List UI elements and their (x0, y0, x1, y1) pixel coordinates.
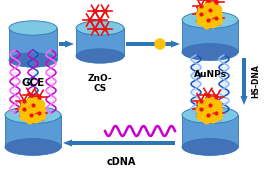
Circle shape (32, 98, 40, 106)
Ellipse shape (9, 21, 57, 35)
Circle shape (214, 11, 222, 19)
Circle shape (29, 106, 37, 114)
Circle shape (209, 115, 217, 123)
Circle shape (19, 106, 28, 114)
Circle shape (214, 5, 222, 13)
Circle shape (197, 112, 205, 120)
Ellipse shape (213, 96, 219, 99)
Ellipse shape (205, 0, 211, 2)
Ellipse shape (76, 21, 124, 35)
Ellipse shape (21, 108, 27, 111)
Circle shape (33, 105, 40, 112)
Ellipse shape (213, 1, 219, 4)
Ellipse shape (182, 44, 238, 60)
Ellipse shape (36, 96, 42, 99)
Ellipse shape (28, 113, 34, 116)
Polygon shape (9, 28, 57, 60)
Circle shape (209, 20, 217, 28)
Circle shape (203, 3, 211, 11)
Circle shape (197, 17, 205, 26)
Circle shape (214, 106, 222, 114)
Ellipse shape (198, 13, 204, 16)
Ellipse shape (28, 94, 34, 97)
Text: ZnO-
CS: ZnO- CS (88, 74, 112, 93)
Circle shape (32, 115, 40, 123)
Circle shape (26, 116, 34, 124)
Ellipse shape (36, 111, 42, 114)
Ellipse shape (103, 10, 107, 13)
Ellipse shape (76, 49, 124, 63)
Ellipse shape (182, 12, 238, 28)
Polygon shape (182, 20, 238, 52)
Polygon shape (5, 115, 61, 147)
Circle shape (203, 13, 210, 20)
Circle shape (209, 98, 217, 106)
Circle shape (214, 17, 222, 25)
Circle shape (209, 3, 217, 11)
Ellipse shape (21, 99, 27, 102)
Ellipse shape (93, 27, 97, 30)
Circle shape (210, 105, 217, 112)
Circle shape (21, 100, 29, 108)
Ellipse shape (205, 94, 211, 97)
Circle shape (37, 112, 45, 120)
Ellipse shape (5, 107, 61, 123)
Ellipse shape (198, 99, 204, 102)
Circle shape (37, 106, 45, 114)
Text: GCE: GCE (21, 78, 45, 88)
Circle shape (37, 100, 45, 108)
Circle shape (155, 39, 165, 49)
Circle shape (203, 116, 211, 124)
Circle shape (206, 106, 214, 114)
Circle shape (26, 108, 33, 115)
Circle shape (203, 108, 210, 115)
Circle shape (214, 100, 222, 108)
Circle shape (20, 112, 28, 120)
Ellipse shape (30, 103, 36, 107)
Text: cDNA: cDNA (107, 157, 136, 167)
Ellipse shape (182, 139, 238, 155)
Circle shape (197, 11, 204, 19)
Ellipse shape (205, 18, 211, 21)
Ellipse shape (198, 108, 204, 111)
Circle shape (26, 98, 34, 106)
FancyArrow shape (63, 139, 175, 146)
Ellipse shape (5, 139, 61, 155)
Ellipse shape (103, 27, 107, 30)
Polygon shape (182, 115, 238, 147)
Circle shape (198, 100, 206, 108)
Ellipse shape (205, 113, 211, 116)
Circle shape (197, 106, 204, 114)
Polygon shape (76, 28, 124, 56)
Ellipse shape (207, 103, 213, 107)
FancyArrow shape (59, 40, 74, 47)
Ellipse shape (207, 8, 213, 12)
Ellipse shape (213, 16, 219, 19)
Circle shape (198, 5, 206, 13)
Circle shape (210, 9, 217, 16)
Circle shape (206, 12, 214, 19)
Ellipse shape (97, 19, 103, 21)
Ellipse shape (182, 107, 238, 123)
Ellipse shape (9, 53, 57, 67)
Ellipse shape (213, 111, 219, 114)
FancyArrow shape (241, 58, 248, 105)
Circle shape (203, 21, 211, 29)
Ellipse shape (88, 19, 92, 21)
FancyArrow shape (126, 40, 180, 47)
Ellipse shape (93, 10, 97, 13)
Text: AuNPs: AuNPs (194, 70, 226, 79)
Circle shape (214, 112, 222, 120)
Ellipse shape (198, 4, 204, 7)
Circle shape (203, 98, 211, 106)
Text: HS-DNA: HS-DNA (252, 65, 261, 98)
